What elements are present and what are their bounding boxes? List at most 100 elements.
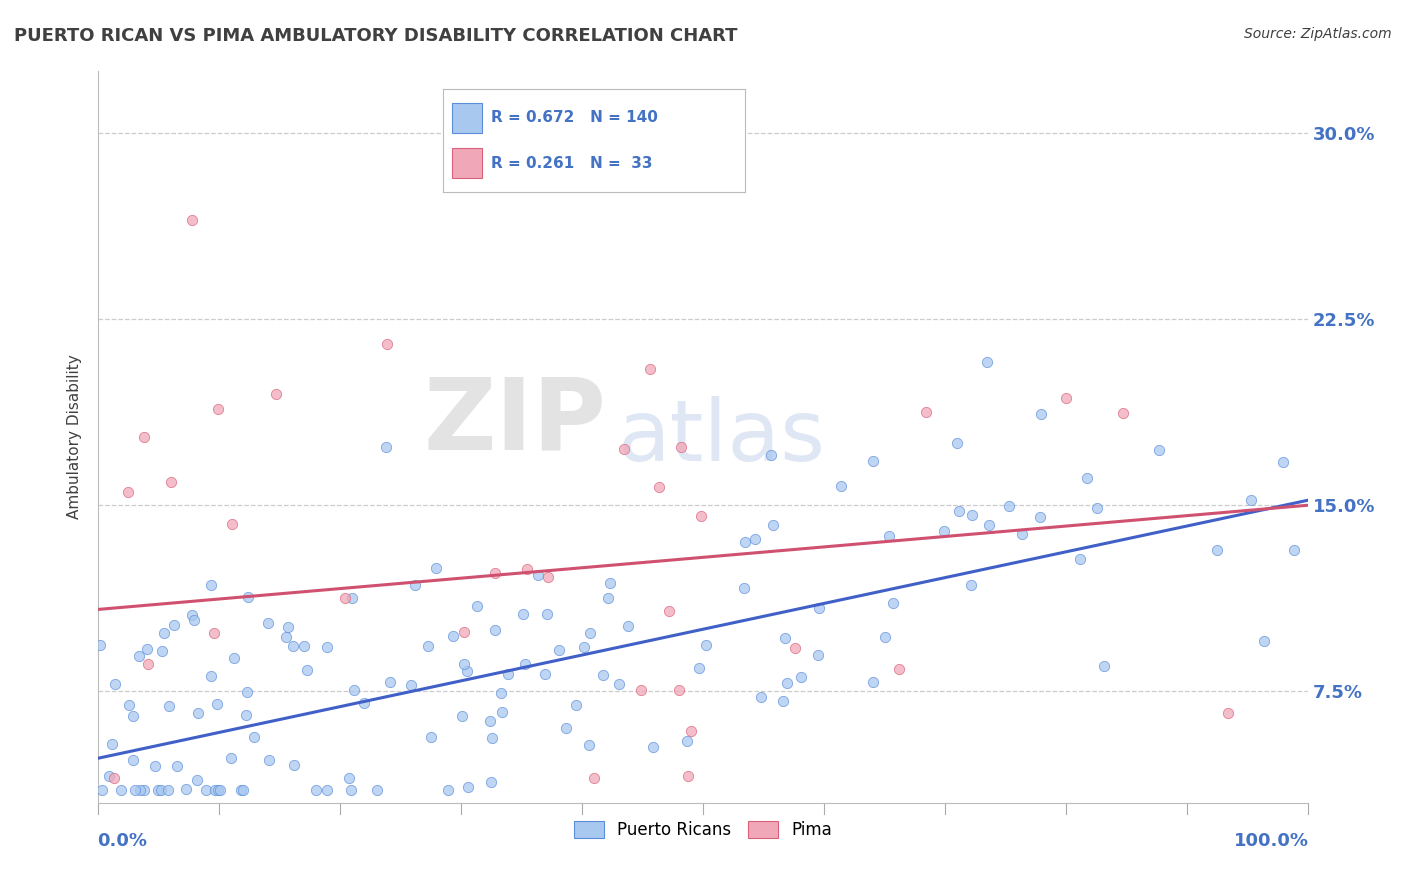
Point: [690, 509, 713, 524]
Point: [456, 664, 478, 678]
Point: [118, 698, 141, 713]
Point: [200, 669, 222, 683]
Point: [453, 657, 475, 671]
Point: [305, 783, 328, 797]
Point: [128, 783, 150, 797]
Point: [877, 529, 900, 543]
Point: [1253, 633, 1275, 648]
Point: [976, 355, 998, 369]
Point: [668, 683, 690, 698]
Point: [465, 599, 488, 613]
Point: [236, 685, 259, 699]
Point: [807, 648, 830, 662]
Point: [378, 674, 401, 689]
Point: [1240, 492, 1263, 507]
Point: [207, 698, 229, 712]
Point: [527, 568, 550, 582]
Point: [484, 623, 506, 637]
Text: ZIP: ZIP: [423, 374, 606, 471]
Point: [404, 578, 426, 592]
Point: [221, 516, 243, 531]
Point: [491, 705, 513, 719]
Point: [183, 613, 205, 627]
Point: [97, 769, 120, 783]
Point: [337, 771, 360, 785]
Point: [592, 667, 614, 681]
Point: [676, 734, 699, 748]
Point: [583, 771, 606, 785]
Point: [515, 657, 537, 671]
Point: [277, 620, 299, 634]
Point: [617, 619, 640, 633]
Point: [484, 566, 506, 581]
Point: [564, 698, 586, 713]
Point: [207, 783, 229, 797]
Point: [749, 690, 772, 704]
Point: [257, 753, 280, 767]
Point: [1069, 551, 1091, 566]
Text: Source: ZipAtlas.com: Source: ZipAtlas.com: [1244, 27, 1392, 41]
Point: [353, 696, 375, 710]
Point: [89, 638, 111, 652]
Point: [979, 518, 1001, 533]
Bar: [451, 103, 482, 133]
Legend: Puerto Ricans, Pima: Puerto Ricans, Pima: [567, 814, 839, 846]
Point: [1076, 471, 1098, 485]
Point: [294, 639, 316, 653]
Point: [882, 596, 904, 610]
Point: [537, 570, 560, 584]
Text: atlas: atlas: [619, 395, 827, 479]
Point: [152, 625, 174, 640]
Point: [180, 213, 202, 227]
Point: [340, 591, 363, 605]
Point: [416, 639, 439, 653]
Point: [1216, 706, 1239, 720]
Point: [187, 706, 209, 720]
Point: [658, 605, 681, 619]
Point: [960, 577, 983, 591]
Point: [101, 737, 124, 751]
Point: [790, 670, 813, 684]
Point: [1147, 443, 1170, 458]
Point: [437, 783, 460, 797]
Point: [297, 663, 319, 677]
Point: [946, 436, 969, 450]
Point: [283, 639, 305, 653]
Point: [862, 454, 884, 468]
Point: [441, 629, 464, 643]
Point: [638, 361, 661, 376]
Point: [157, 698, 180, 713]
Point: [762, 517, 785, 532]
Point: [641, 740, 664, 755]
Point: [202, 626, 225, 640]
Point: [274, 630, 297, 644]
Point: [149, 783, 172, 797]
Point: [613, 442, 636, 456]
Point: [315, 640, 337, 655]
Point: [1205, 542, 1227, 557]
Bar: [451, 148, 482, 178]
Point: [808, 601, 831, 615]
Point: [598, 591, 620, 606]
Point: [997, 499, 1019, 513]
Point: [1029, 509, 1052, 524]
Point: [873, 630, 896, 644]
Point: [134, 783, 156, 797]
Point: [607, 677, 630, 691]
Point: [232, 783, 254, 797]
Point: [534, 666, 557, 681]
Point: [669, 441, 692, 455]
Point: [135, 641, 157, 656]
Point: [238, 590, 260, 604]
Point: [124, 783, 146, 797]
Point: [555, 721, 578, 735]
Point: [489, 686, 512, 700]
Point: [283, 757, 305, 772]
Point: [204, 783, 226, 797]
Point: [366, 783, 388, 797]
Point: [572, 640, 595, 654]
Point: [121, 753, 143, 767]
Point: [599, 575, 621, 590]
Point: [128, 648, 150, 663]
Point: [948, 504, 970, 518]
